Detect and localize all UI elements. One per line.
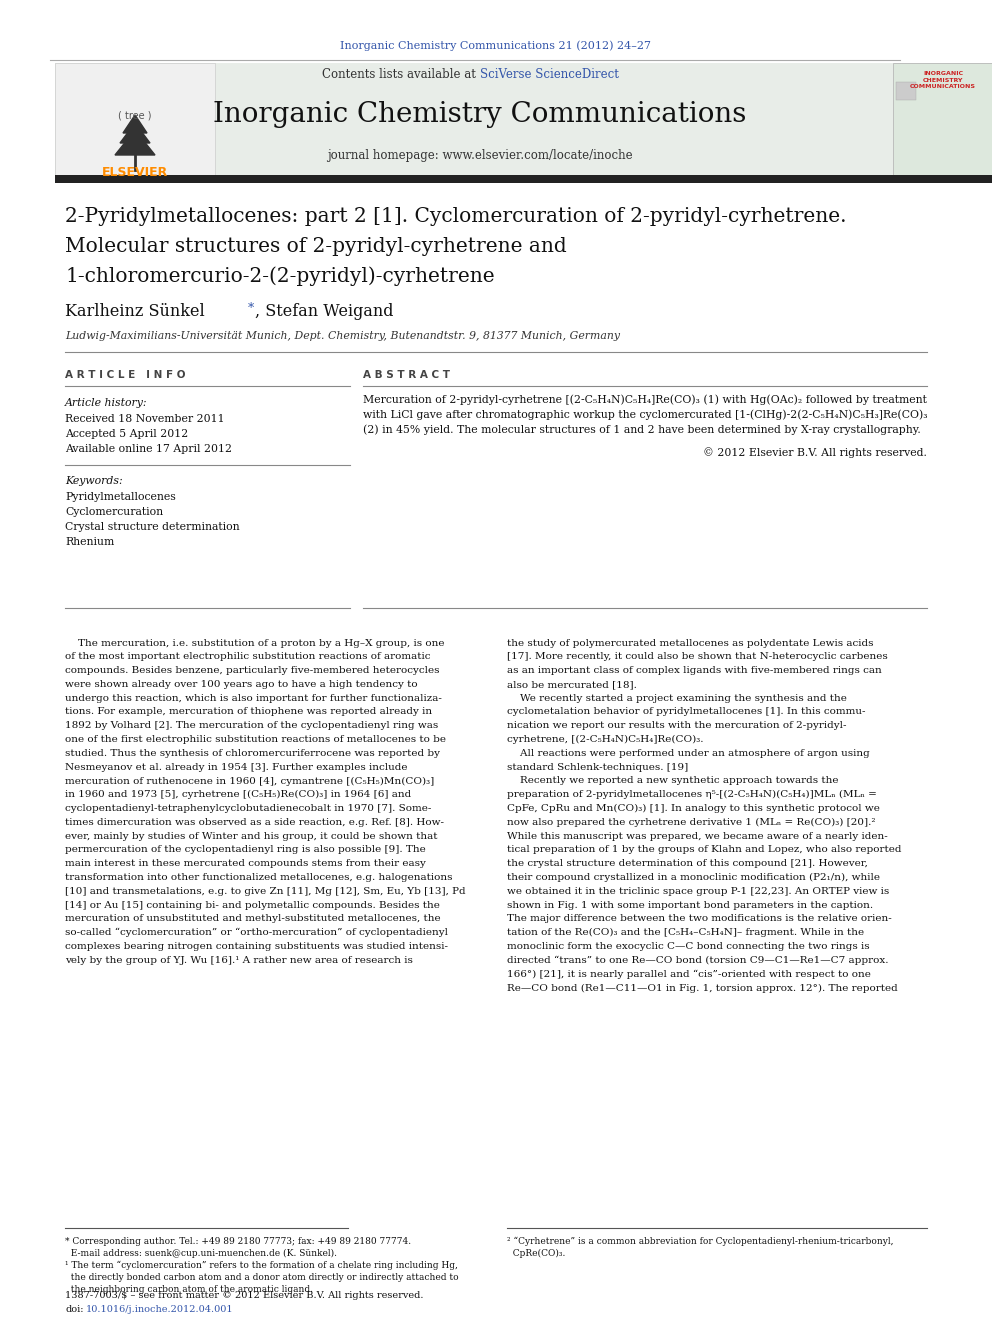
Text: ¹ The term “cyclomercuration” refers to the formation of a chelate ring includin: ¹ The term “cyclomercuration” refers to …: [65, 1261, 458, 1270]
Text: CpRe(CO)₃.: CpRe(CO)₃.: [507, 1249, 565, 1258]
Text: monoclinic form the exocyclic C—C bond connecting the two rings is: monoclinic form the exocyclic C—C bond c…: [507, 942, 870, 951]
Text: All reactions were performed under an atmosphere of argon using: All reactions were performed under an at…: [507, 749, 870, 758]
Text: Crystal structure determination: Crystal structure determination: [65, 523, 240, 532]
Text: Ludwig-Maximilians-Universität Munich, Dept. Chemistry, Butenandtstr. 9, 81377 M: Ludwig-Maximilians-Universität Munich, D…: [65, 331, 620, 341]
Text: the neighboring carbon atom of the aromatic ligand.: the neighboring carbon atom of the aroma…: [65, 1285, 313, 1294]
Text: [10] and transmetalations, e.g. to give Zn [11], Mg [12], Sm, Eu, Yb [13], Pd: [10] and transmetalations, e.g. to give …: [65, 886, 465, 896]
Bar: [896, 82, 916, 101]
Text: main interest in these mercurated compounds stems from their easy: main interest in these mercurated compou…: [65, 860, 426, 868]
Text: CpFe, CpRu and Mn(CO)₃) [1]. In analogy to this synthetic protocol we: CpFe, CpRu and Mn(CO)₃) [1]. In analogy …: [507, 804, 880, 814]
Text: cyclometalation behavior of pyridylmetallocenes [1]. In this commu-: cyclometalation behavior of pyridylmetal…: [507, 708, 865, 717]
Text: so-called “cyclomercuration” or “ortho-mercuration” of cyclopentadienyl: so-called “cyclomercuration” or “ortho-m…: [65, 929, 448, 938]
Text: Mercuration of 2-pyridyl-cyrhetrene [(2-C₅H₄N)C₅H₄]Re(CO)₃ (1) with Hg(OAc)₂ fol: Mercuration of 2-pyridyl-cyrhetrene [(2-…: [363, 394, 927, 405]
Text: Available online 17 April 2012: Available online 17 April 2012: [65, 445, 232, 454]
Text: INORGANIC
CHEMISTRY
COMMUNICATIONS: INORGANIC CHEMISTRY COMMUNICATIONS: [910, 71, 976, 89]
Text: * Corresponding author. Tel.: +49 89 2180 77773; fax: +49 89 2180 77774.: * Corresponding author. Tel.: +49 89 218…: [65, 1237, 411, 1245]
Text: in 1960 and 1973 [5], cyrhetrene [(C₅H₅)Re(CO)₃] in 1964 [6] and: in 1960 and 1973 [5], cyrhetrene [(C₅H₅)…: [65, 790, 412, 799]
Text: Inorganic Chemistry Communications 21 (2012) 24–27: Inorganic Chemistry Communications 21 (2…: [340, 41, 652, 52]
Text: Nesmeyanov et al. already in 1954 [3]. Further examples include: Nesmeyanov et al. already in 1954 [3]. F…: [65, 762, 408, 771]
Text: were shown already over 100 years ago to have a high tendency to: were shown already over 100 years ago to…: [65, 680, 418, 689]
Text: Received 18 November 2011: Received 18 November 2011: [65, 414, 224, 423]
Text: times dimercuration was observed as a side reaction, e.g. Ref. [8]. How-: times dimercuration was observed as a si…: [65, 818, 444, 827]
Text: undergo this reaction, which is also important for further functionaliza-: undergo this reaction, which is also imp…: [65, 693, 441, 703]
Text: 1387-7003/$ – see front matter © 2012 Elsevier B.V. All rights reserved.: 1387-7003/$ – see front matter © 2012 El…: [65, 1290, 424, 1299]
Text: Article history:: Article history:: [65, 398, 148, 407]
Text: ² “Cyrhetrene” is a common abbreviation for Cyclopentadienyl-rhenium-tricarbonyl: ² “Cyrhetrene” is a common abbreviation …: [507, 1236, 894, 1246]
Text: tation of the Re(CO)₃ and the [C₅H₄–C₅H₄N]– fragment. While in the: tation of the Re(CO)₃ and the [C₅H₄–C₅H₄…: [507, 929, 864, 938]
Text: [14] or Au [15] containing bi- and polymetallic compounds. Besides the: [14] or Au [15] containing bi- and polym…: [65, 901, 439, 910]
Text: © 2012 Elsevier B.V. All rights reserved.: © 2012 Elsevier B.V. All rights reserved…: [703, 447, 927, 458]
Text: the crystal structure determination of this compound [21]. However,: the crystal structure determination of t…: [507, 860, 868, 868]
Text: 2-Pyridylmetallocenes: part 2 [1]. Cyclomercuration of 2-pyridyl-cyrhetrene.: 2-Pyridylmetallocenes: part 2 [1]. Cyclo…: [65, 206, 846, 225]
Text: with LiCl gave after chromatographic workup the cyclomercurated [1-(ClHg)-2(2-C₅: with LiCl gave after chromatographic wor…: [363, 410, 928, 421]
Text: complexes bearing nitrogen containing substituents was studied intensi-: complexes bearing nitrogen containing su…: [65, 942, 448, 951]
Text: we obtained it in the triclinic space group P-1 [22,23]. An ORTEP view is: we obtained it in the triclinic space gr…: [507, 886, 889, 896]
Text: Rhenium: Rhenium: [65, 537, 114, 546]
Text: *: *: [248, 303, 254, 315]
Text: standard Schlenk-techniques. [19]: standard Schlenk-techniques. [19]: [507, 762, 688, 771]
Text: mercuration of ruthenocene in 1960 [4], cymantrene [(C₅H₅)Mn(CO)₃]: mercuration of ruthenocene in 1960 [4], …: [65, 777, 434, 786]
Text: journal homepage: www.elsevier.com/locate/inoche: journal homepage: www.elsevier.com/locat…: [327, 148, 633, 161]
Text: Pyridylmetallocenes: Pyridylmetallocenes: [65, 492, 176, 501]
Text: Molecular structures of 2-pyridyl-cyrhetrene and: Molecular structures of 2-pyridyl-cyrhet…: [65, 237, 566, 255]
Text: permercuration of the cyclopentadienyl ring is also possible [9]. The: permercuration of the cyclopentadienyl r…: [65, 845, 426, 855]
Text: as an important class of complex ligands with five-membered rings can: as an important class of complex ligands…: [507, 665, 882, 675]
Text: Accepted 5 April 2012: Accepted 5 April 2012: [65, 429, 188, 439]
Text: preparation of 2-pyridylmetallocenes η⁵-[(2-C₅H₄N)(C₅H₄)]MLₙ (MLₙ =: preparation of 2-pyridylmetallocenes η⁵-…: [507, 790, 877, 799]
Text: the study of polymercurated metallocenes as polydentate Lewis acids: the study of polymercurated metallocenes…: [507, 639, 874, 647]
Polygon shape: [115, 130, 155, 155]
Text: 1-chloromercurio-2-(2-pyridyl)-cyrhetrene: 1-chloromercurio-2-(2-pyridyl)-cyrhetren…: [65, 266, 495, 286]
Text: SciVerse ScienceDirect: SciVerse ScienceDirect: [480, 67, 619, 81]
Text: , Stefan Weigand: , Stefan Weigand: [255, 303, 394, 320]
Text: Karlheinz Sünkel: Karlheinz Sünkel: [65, 303, 210, 320]
Text: ever, mainly by studies of Winter and his group, it could be shown that: ever, mainly by studies of Winter and hi…: [65, 832, 437, 840]
Text: 10.1016/j.inoche.2012.04.001: 10.1016/j.inoche.2012.04.001: [86, 1304, 234, 1314]
Text: one of the first electrophilic substitution reactions of metallocenes to be: one of the first electrophilic substitut…: [65, 736, 446, 744]
Text: Inorganic Chemistry Communications: Inorganic Chemistry Communications: [213, 102, 747, 128]
Text: The mercuration, i.e. substitution of a proton by a Hg–X group, is one: The mercuration, i.e. substitution of a …: [65, 639, 444, 647]
Text: A R T I C L E   I N F O: A R T I C L E I N F O: [65, 370, 186, 380]
Text: Keywords:: Keywords:: [65, 476, 123, 486]
Text: shown in Fig. 1 with some important bond parameters in the caption.: shown in Fig. 1 with some important bond…: [507, 901, 873, 910]
Text: (2) in 45% yield. The molecular structures of 1 and 2 have been determined by X-: (2) in 45% yield. The molecular structur…: [363, 425, 921, 435]
Text: now also prepared the cyrhetrene derivative 1 (MLₙ = Re(CO)₃) [20].²: now also prepared the cyrhetrene derivat…: [507, 818, 876, 827]
Text: their compound crystallized in a monoclinic modification (P2₁/n), while: their compound crystallized in a monocli…: [507, 873, 880, 882]
Text: ( tree ): ( tree ): [118, 110, 152, 120]
Text: the directly bonded carbon atom and a donor atom directly or indirectly attached: the directly bonded carbon atom and a do…: [65, 1273, 458, 1282]
Text: Re—CO bond (Re1—C11—O1 in Fig. 1, torsion approx. 12°). The reported: Re—CO bond (Re1—C11—O1 in Fig. 1, torsio…: [507, 983, 898, 992]
Polygon shape: [123, 115, 147, 134]
Text: studied. Thus the synthesis of chloromercuriferrocene was reported by: studied. Thus the synthesis of chloromer…: [65, 749, 440, 758]
Text: of the most important electrophilic substitution reactions of aromatic: of the most important electrophilic subs…: [65, 652, 431, 662]
Text: directed “trans” to one Re—CO bond (torsion C9—C1—Re1—C7 approx.: directed “trans” to one Re—CO bond (tors…: [507, 955, 889, 964]
Text: mercuration of unsubstituted and methyl-substituted metallocenes, the: mercuration of unsubstituted and methyl-…: [65, 914, 440, 923]
Text: Contents lists available at: Contents lists available at: [322, 67, 480, 81]
Text: vely by the group of YJ. Wu [16].¹ A rather new area of research is: vely by the group of YJ. Wu [16].¹ A rat…: [65, 957, 413, 964]
Bar: [55, 175, 992, 183]
Text: E-mail address: suenk@cup.uni-muenchen.de (K. Sünkel).: E-mail address: suenk@cup.uni-muenchen.d…: [65, 1249, 337, 1258]
Text: cyclopentadienyl-tetraphenylcyclobutadienecobalt in 1970 [7]. Some-: cyclopentadienyl-tetraphenylcyclobutadie…: [65, 804, 432, 814]
Text: Recently we reported a new synthetic approach towards the: Recently we reported a new synthetic app…: [507, 777, 838, 786]
Text: [17]. More recently, it could also be shown that N-heterocyclic carbenes: [17]. More recently, it could also be sh…: [507, 652, 888, 662]
Text: compounds. Besides benzene, particularly five-membered heterocycles: compounds. Besides benzene, particularly…: [65, 665, 439, 675]
Text: transformation into other functionalized metallocenes, e.g. halogenations: transformation into other functionalized…: [65, 873, 452, 882]
Text: also be mercurated [18].: also be mercurated [18].: [507, 680, 637, 689]
Text: tical preparation of 1 by the groups of Klahn and Lopez, who also reported: tical preparation of 1 by the groups of …: [507, 845, 902, 855]
Bar: [55, 64, 215, 179]
Bar: [893, 64, 992, 179]
Text: Cyclomercuration: Cyclomercuration: [65, 507, 163, 517]
Text: tions. For example, mercuration of thiophene was reported already in: tions. For example, mercuration of thiop…: [65, 708, 433, 717]
Text: While this manuscript was prepared, we became aware of a nearly iden-: While this manuscript was prepared, we b…: [507, 832, 888, 840]
Text: 166°) [21], it is nearly parallel and “cis”-oriented with respect to one: 166°) [21], it is nearly parallel and “c…: [507, 970, 871, 979]
Text: We recently started a project examining the synthesis and the: We recently started a project examining …: [507, 693, 847, 703]
Text: A B S T R A C T: A B S T R A C T: [363, 370, 450, 380]
Polygon shape: [120, 123, 150, 143]
Text: 1892 by Volhard [2]. The mercuration of the cyclopentadienyl ring was: 1892 by Volhard [2]. The mercuration of …: [65, 721, 438, 730]
Text: nication we report our results with the mercuration of 2-pyridyl-: nication we report our results with the …: [507, 721, 846, 730]
Text: The major difference between the two modifications is the relative orien-: The major difference between the two mod…: [507, 914, 892, 923]
Text: doi:: doi:: [65, 1304, 83, 1314]
Bar: [55, 64, 893, 179]
Text: ELSEVIER: ELSEVIER: [102, 165, 168, 179]
Text: cyrhetrene, [(2-C₅H₄N)C₅H₄]Re(CO)₃.: cyrhetrene, [(2-C₅H₄N)C₅H₄]Re(CO)₃.: [507, 736, 703, 744]
